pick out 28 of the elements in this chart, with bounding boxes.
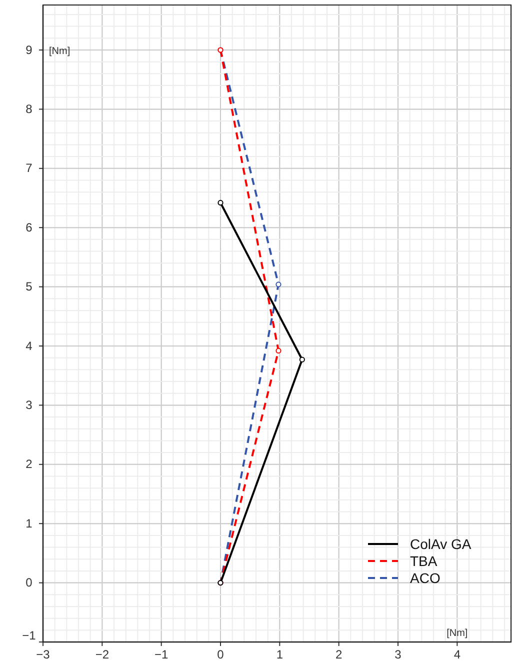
y-tick-label: 4 (26, 338, 33, 353)
x-tick-label: −1 (154, 648, 168, 662)
y-tick-label: 0 (26, 576, 33, 590)
x-tick-label: 2 (335, 648, 342, 662)
y-tick-label: 9 (26, 42, 33, 57)
y-tick-label: 8 (26, 102, 33, 116)
y-axis-title: [Nm] (49, 46, 70, 57)
x-tick-label: 4 (454, 648, 461, 662)
y-tick-label: −1 (22, 628, 36, 643)
legend-label: ACO (410, 570, 440, 586)
x-tick-label: 0 (217, 648, 224, 662)
point (276, 282, 282, 288)
y-tick-label: 5 (26, 280, 33, 294)
x-tick-label: 1 (276, 648, 284, 662)
x-axis-title: [Nm] (446, 628, 468, 639)
x-tick-label: −3 (36, 648, 50, 662)
x-tick-label: −2 (95, 648, 110, 662)
y-tick-label: 1 (26, 516, 33, 530)
y-tick-label: 6 (26, 220, 33, 234)
point (299, 356, 305, 362)
legend-label: ColAv GA (410, 536, 472, 552)
y-tick-label: 2 (26, 457, 33, 472)
y-tick-label: 3 (26, 398, 33, 412)
x-tick-label: 3 (394, 648, 402, 662)
legend-label: TBA (410, 553, 438, 569)
point (218, 200, 224, 206)
y-tick-label: 7 (26, 161, 33, 176)
point (276, 348, 282, 354)
